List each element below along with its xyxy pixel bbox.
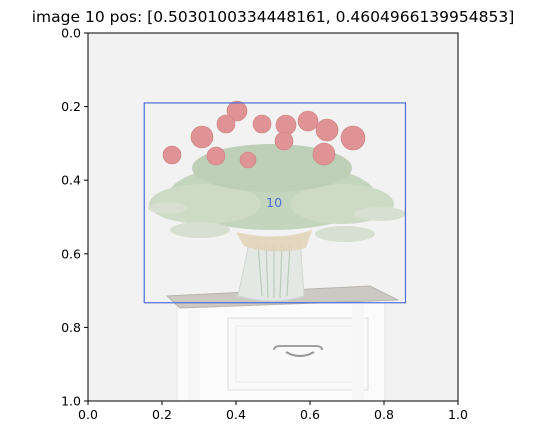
x-axis: 0.0 0.2 0.4 0.6 0.8 1.0 xyxy=(78,401,468,422)
x-tick-label: 0.0 xyxy=(78,407,98,422)
y-tick-label: 0.0 xyxy=(61,26,81,41)
y-tick-label: 0.2 xyxy=(61,99,81,114)
x-tick-label: 0.2 xyxy=(152,407,172,422)
bounding-box-label: 10 xyxy=(266,195,282,210)
x-tick-label: 1.0 xyxy=(448,407,468,422)
y-tick-label: 0.6 xyxy=(61,246,81,261)
x-tick-label: 0.4 xyxy=(226,407,246,422)
x-tick-label: 0.6 xyxy=(300,407,320,422)
x-tick-label: 0.8 xyxy=(374,407,394,422)
y-tick-label: 0.8 xyxy=(61,320,81,335)
y-tick-label: 1.0 xyxy=(61,394,81,409)
y-tick-label: 0.4 xyxy=(61,173,81,188)
chart-title: image 10 pos: [0.5030100334448161, 0.460… xyxy=(32,8,515,26)
photo-image xyxy=(88,33,458,405)
plot-area: 10 xyxy=(88,33,458,405)
y-axis: 0.0 0.2 0.4 0.6 0.8 1.0 xyxy=(61,26,88,409)
